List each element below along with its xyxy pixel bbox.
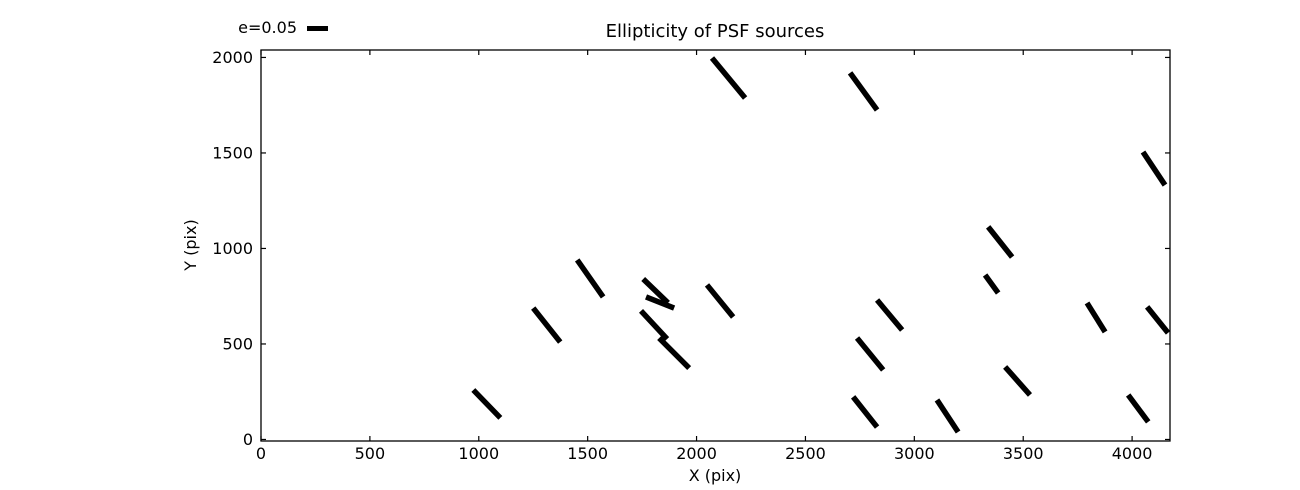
legend-label: e=0.05 [238,18,297,37]
psf-whisker [709,56,748,100]
tick-layer [260,50,1170,441]
psf-whisker [574,258,606,299]
y-axis-label: Y (pix) [181,219,200,271]
x-tick-label: 3500 [1003,444,1044,463]
psf-whisker [1084,301,1108,334]
psf-whisker [1140,150,1168,187]
x-tick-label: 500 [355,444,386,463]
x-tick-label: 2000 [676,444,717,463]
y-tick-label: 2000 [212,48,253,67]
psf-whisker [531,306,563,344]
psf-whisker [645,294,676,311]
y-tick-label: 1000 [212,239,253,258]
x-tick-label: 0 [256,444,266,463]
plot-title: Ellipticity of PSF sources [606,21,825,42]
y-tick-label: 1500 [212,143,253,162]
x-tick-label: 3000 [894,444,935,463]
x-tick-label: 1000 [458,444,499,463]
psf-whisker [854,336,886,372]
psf-whisker [657,336,692,370]
psf-whisker [704,283,736,319]
psf-whisker [874,298,905,332]
x-tick-label: 4000 [1112,444,1153,463]
y-tick-label: 0 [243,430,253,449]
x-tick-label: 1500 [567,444,608,463]
axes-box [260,49,1171,442]
whisker-layer [471,56,1171,434]
x-axis-label: X (pix) [689,466,742,485]
psf-whisker [847,71,880,112]
psf-whisker [1125,393,1151,424]
x-tick-label: 2500 [785,444,826,463]
psf-whisker [641,277,670,305]
psf-whisker [850,395,880,429]
psf-whisker [639,309,670,341]
psf-whisker [471,388,503,420]
psf-whisker [1003,365,1033,397]
psf-whisker [934,398,961,434]
psf-whisker [986,225,1015,259]
psf-whisker [1144,305,1171,335]
psf-whisker [982,273,1001,295]
tick-label-layer: 0 500 1000 1500 2000 2500 3000 3500 4000 0 500 1000… [212,48,1152,463]
y-tick-label: 500 [222,334,253,353]
